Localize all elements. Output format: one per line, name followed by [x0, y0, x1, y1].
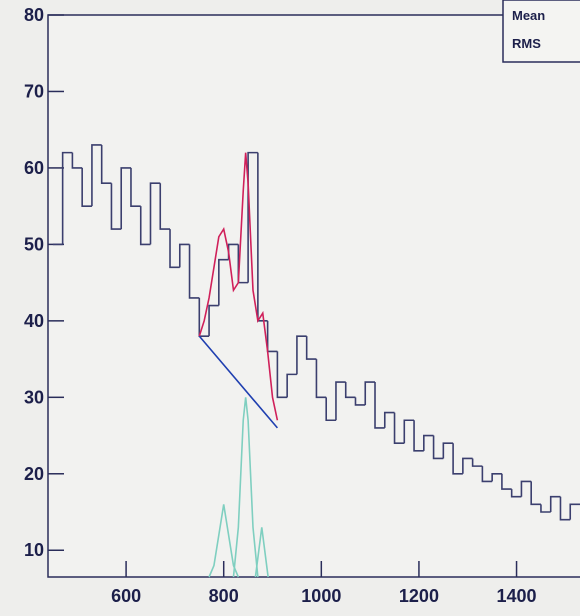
- histogram-bin: [374, 382, 385, 429]
- fit-curve: [208, 504, 240, 578]
- histogram-bin: [530, 481, 541, 506]
- histogram-bin: [520, 480, 532, 497]
- histogram-bin: [149, 182, 161, 245]
- histogram-bin: [452, 443, 463, 475]
- histogram-bin: [247, 151, 258, 283]
- histogram-bin: [344, 382, 356, 399]
- histogram-bin: [383, 411, 395, 428]
- histogram-bin: [305, 336, 317, 360]
- histogram-bin: [91, 144, 102, 207]
- histogram-bin: [169, 229, 180, 269]
- fit-curve: [198, 152, 279, 421]
- histogram-bin: [364, 381, 376, 405]
- histogram-bin: [325, 397, 336, 422]
- histogram-bin: [423, 434, 434, 451]
- fit-curve: [254, 527, 269, 578]
- histogram-bin: [100, 144, 112, 185]
- histogram-bin: [71, 152, 83, 169]
- histogram-bin: [481, 466, 493, 483]
- y-tick-label: 70: [24, 81, 44, 101]
- histogram-bin: [178, 243, 190, 268]
- histogram-bin: [559, 496, 571, 521]
- plot-frame: [47, 14, 580, 578]
- histogram-bin: [413, 420, 424, 452]
- histogram-bin: [159, 183, 171, 230]
- histogram-bin: [442, 442, 454, 459]
- x-tick-label: 600: [111, 586, 141, 606]
- histogram-bin: [188, 244, 200, 299]
- y-tick-label: 30: [24, 387, 44, 407]
- histogram-bin: [208, 304, 219, 337]
- histogram-bin: [130, 167, 141, 207]
- x-tick-label: 1000: [301, 586, 341, 606]
- y-tick-label: 50: [24, 234, 44, 254]
- histogram-bin: [286, 373, 297, 398]
- x-tick-label: 1200: [399, 586, 439, 606]
- histogram-bin: [218, 258, 229, 306]
- x-tick-label: 800: [209, 586, 239, 606]
- histogram-bin: [501, 473, 512, 490]
- histogram-bin: [120, 167, 131, 230]
- histogram-bin: [393, 412, 405, 444]
- histogram-bin: [471, 458, 483, 467]
- x-tick-label: 1400: [497, 586, 537, 606]
- y-tick-label: 60: [24, 158, 44, 178]
- fit-curve: [232, 397, 259, 578]
- histogram-bin: [139, 206, 151, 246]
- histogram-bin: [491, 472, 502, 482]
- histogram-bin: [540, 504, 551, 513]
- stats-box: [502, 0, 580, 63]
- y-tick-label: 40: [24, 311, 44, 331]
- histogram-bin: [296, 335, 307, 375]
- histogram-bin: [549, 495, 561, 513]
- histogram-bin: [569, 503, 580, 520]
- histogram-bin: [432, 435, 444, 460]
- histogram-bin: [510, 489, 522, 498]
- histogram-bin: [110, 183, 122, 230]
- histogram-bin: [403, 419, 415, 444]
- histogram-bin: [276, 351, 288, 399]
- histogram-bin: [61, 151, 73, 245]
- fit-curve: [198, 335, 279, 429]
- histogram-bin: [335, 381, 346, 421]
- histogram-bin: [354, 397, 366, 406]
- histogram-bin: [81, 167, 92, 207]
- stats-label: Mean: [512, 8, 545, 23]
- histogram-bin: [315, 359, 327, 399]
- y-tick-label: 10: [24, 540, 44, 560]
- stats-label: RMS: [512, 36, 541, 51]
- y-tick-label: 20: [24, 464, 44, 484]
- histogram-bin: [462, 457, 473, 474]
- y-tick-label: 80: [24, 5, 44, 25]
